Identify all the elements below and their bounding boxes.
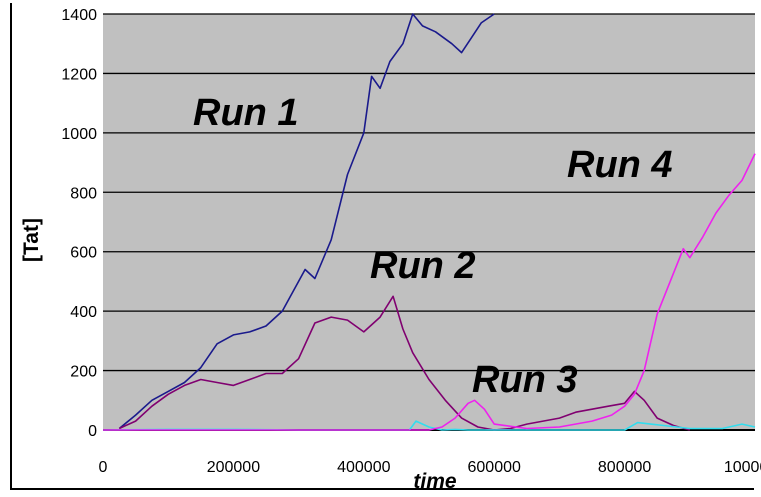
y-tick-label: 400 — [70, 304, 97, 321]
y-tick-label: 800 — [70, 185, 97, 202]
x-tick-label: 600000 — [468, 459, 521, 476]
series-layer — [102, 13, 756, 431]
y-tick-label: 1400 — [61, 7, 97, 24]
x-tick-label: 0 — [99, 459, 108, 476]
x-tick-labels: 0 200000 400000 600000 800000 1000000 — [99, 459, 761, 476]
x-tick-label: 800000 — [598, 459, 651, 476]
run-annotations: Run 1 Run 2 Run 3 Run 4 — [193, 92, 673, 401]
chart-frame — [10, 3, 754, 490]
y-tick-label: 600 — [70, 245, 97, 262]
y-tick-label: 0 — [88, 423, 97, 440]
y-tick-label: 200 — [70, 364, 97, 381]
series-line-4 — [103, 153, 756, 431]
run-label-4: Run 4 — [567, 144, 673, 186]
y-tick-label: 1200 — [61, 66, 97, 83]
x-tick-label: 200000 — [207, 459, 260, 476]
series-line-1 — [118, 13, 495, 430]
x-tick-label: 400000 — [337, 459, 390, 476]
run-label-1: Run 1 — [193, 92, 299, 134]
x-axis-title: time — [413, 470, 457, 493]
y-axis-title: [Tat] — [20, 218, 43, 262]
run-label-3: Run 3 — [472, 359, 578, 401]
series-line-2 — [118, 295, 691, 431]
run-label-2: Run 2 — [370, 245, 476, 287]
gridlines — [103, 13, 755, 431]
x-tick-label: 1000000 — [724, 459, 761, 476]
y-tick-labels: 0 200 400 600 800 1000 1200 1400 — [61, 7, 97, 440]
y-tick-label: 1000 — [61, 126, 97, 143]
